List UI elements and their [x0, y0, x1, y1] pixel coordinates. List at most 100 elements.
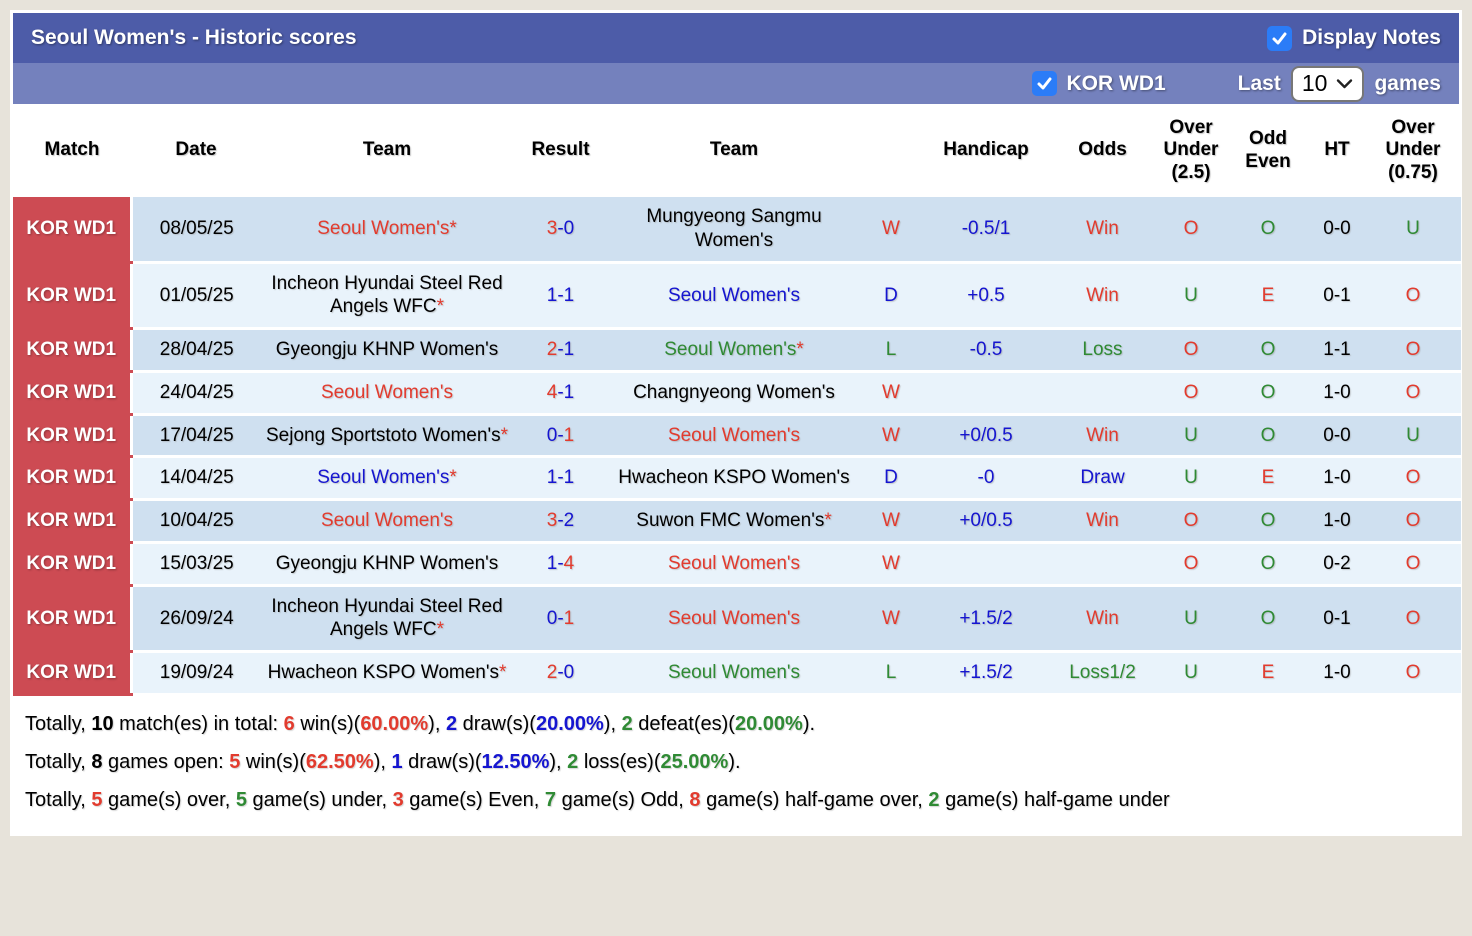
away-team-cell: Seoul Women's — [608, 585, 860, 654]
league-checkbox[interactable] — [1031, 71, 1057, 96]
table-row: KOR WD1 17/04/25 Sejong Sportstoto Women's… — [13, 414, 1461, 459]
over-under-075-cell: U — [1365, 197, 1461, 264]
text-segment: O — [1405, 607, 1421, 629]
league-badge: KOR WD1 — [13, 414, 133, 459]
over-under-25-cell: U — [1155, 585, 1227, 654]
table-row: KOR WD1 19/09/24 Hwacheon KSPO Women's* 2-0… — [13, 651, 1461, 696]
col-odd-even: Odd Even — [1227, 104, 1309, 198]
text-segment: +0/0.5 — [959, 424, 1013, 446]
ht-cell: 0-0 — [1309, 197, 1365, 264]
text-segment: 0 — [546, 607, 558, 629]
text-segment: - — [557, 467, 564, 489]
over-under-25-cell: U — [1155, 651, 1227, 696]
date-cell: 08/05/25 — [131, 197, 261, 264]
last-label: Last — [1237, 71, 1281, 95]
over-under-075-cell: O — [1365, 542, 1461, 587]
over-under-25-cell: O — [1155, 499, 1227, 544]
handicap-cell: +0.5 — [922, 262, 1050, 331]
text-segment: O — [1260, 510, 1276, 532]
text-segment: win(s)( — [294, 712, 361, 735]
text-segment: Seoul Women's — [667, 552, 801, 574]
text-segment: 62.50% — [305, 750, 374, 773]
date-cell: 10/04/25 — [131, 499, 261, 544]
text-segment: 2 — [621, 712, 633, 735]
ht-cell: 1-1 — [1309, 328, 1365, 373]
text-segment: D — [884, 284, 898, 306]
handicap-cell — [922, 542, 1050, 587]
summary-footer: Totally, 10 match(es) in total: 6 win(s)… — [13, 696, 1459, 833]
text-segment: Seoul Women's — [667, 284, 801, 306]
home-team-cell: Seoul Women's* — [261, 197, 513, 264]
away-team-cell: Mungyeong Sangmu Women's — [608, 197, 860, 264]
text-segment: L — [885, 662, 897, 684]
over-under-075-cell: O — [1365, 456, 1461, 502]
ht-cell: 1-0 — [1309, 651, 1365, 696]
date-cell: 24/04/25 — [131, 371, 261, 416]
text-segment: loss(es)( — [578, 750, 661, 773]
odd-even-cell: O — [1227, 197, 1309, 264]
text-segment: O — [1183, 218, 1199, 240]
odd-even-cell: O — [1227, 328, 1309, 373]
text-segment: Gyeongju KHNP Women's — [275, 552, 499, 574]
col-over-under-25: Over Under (2.5) — [1155, 104, 1227, 198]
text-segment: Suwon FMC Women's — [636, 510, 825, 532]
handicap-cell: +1.5/2 — [922, 585, 1050, 654]
text-segment: game(s) half-game under — [939, 788, 1170, 811]
table-row: KOR WD1 01/05/25 Incheon Hyundai Steel Red… — [13, 262, 1461, 331]
text-segment: 3 — [392, 788, 404, 811]
text-segment: O — [1405, 552, 1421, 574]
text-segment: +1.5/2 — [959, 607, 1013, 629]
handicap-cell: +1.5/2 — [922, 651, 1050, 696]
filter-bar: KOR WD1 Last 10 games — [13, 63, 1459, 104]
title-bar: Seoul Women's - Historic scores Display … — [13, 13, 1459, 63]
date-cell: 17/04/25 — [131, 414, 261, 459]
date-cell: 01/05/25 — [131, 262, 261, 331]
handicap-cell: +0/0.5 — [922, 499, 1050, 544]
text-segment: - — [557, 424, 564, 446]
last-games-select[interactable]: 10 — [1290, 65, 1365, 102]
home-team-cell: Gyeongju KHNP Women's — [261, 542, 513, 587]
outcome-cell: L — [860, 651, 922, 696]
page-title: Seoul Women's - Historic scores — [31, 26, 357, 49]
text-segment: -0.5/1 — [961, 218, 1011, 240]
col-date: Date — [131, 104, 261, 198]
away-team-cell: Changnyeong Women's — [608, 371, 860, 416]
text-segment: W — [882, 552, 900, 574]
text-segment: * — [500, 424, 508, 446]
table-row: KOR WD1 26/09/24 Incheon Hyundai Steel Red… — [13, 585, 1461, 654]
text-segment: -0 — [977, 467, 995, 489]
handicap-cell: +0/0.5 — [922, 414, 1050, 459]
odd-even-cell: O — [1227, 371, 1309, 416]
text-segment: 2 — [928, 788, 940, 811]
odd-even-cell: O — [1227, 542, 1309, 587]
display-notes-group: Display Notes — [1267, 25, 1441, 51]
text-segment: 25.00% — [660, 750, 729, 773]
text-segment: U — [1184, 284, 1198, 306]
text-segment: Win — [1086, 607, 1119, 629]
text-segment: match(es) in total: — [113, 712, 284, 735]
text-segment: game(s) Odd, — [556, 788, 690, 811]
text-segment: 0 — [563, 662, 575, 684]
text-segment: -0.5 — [969, 339, 1003, 361]
display-notes-checkbox[interactable] — [1267, 25, 1293, 51]
text-segment: ). — [728, 750, 741, 773]
text-segment: O — [1405, 467, 1421, 489]
text-segment: O — [1260, 552, 1276, 574]
text-segment: +1.5/2 — [959, 662, 1013, 684]
col-over-under-075: Over Under (0.75) — [1365, 104, 1461, 198]
text-segment: 20.00% — [535, 712, 604, 735]
table-header-row: Match Date Team Result Team Handicap Odd… — [13, 104, 1461, 198]
home-team-cell: Incheon Hyundai Steel Red Angels WFC* — [261, 585, 513, 654]
home-team-cell: Seoul Women's — [261, 371, 513, 416]
text-segment: - — [557, 510, 564, 532]
col-outcome — [860, 104, 922, 198]
odds-cell: Draw — [1050, 456, 1155, 502]
text-segment: O — [1405, 284, 1421, 306]
outcome-cell: W — [860, 585, 922, 654]
text-segment: ), — [549, 750, 568, 773]
result-cell: 2-0 — [513, 651, 608, 696]
away-team-cell: Suwon FMC Women's* — [608, 499, 860, 544]
ht-cell: 0-2 — [1309, 542, 1365, 587]
text-segment: games open: — [102, 750, 230, 773]
text-segment: U — [1184, 467, 1198, 489]
